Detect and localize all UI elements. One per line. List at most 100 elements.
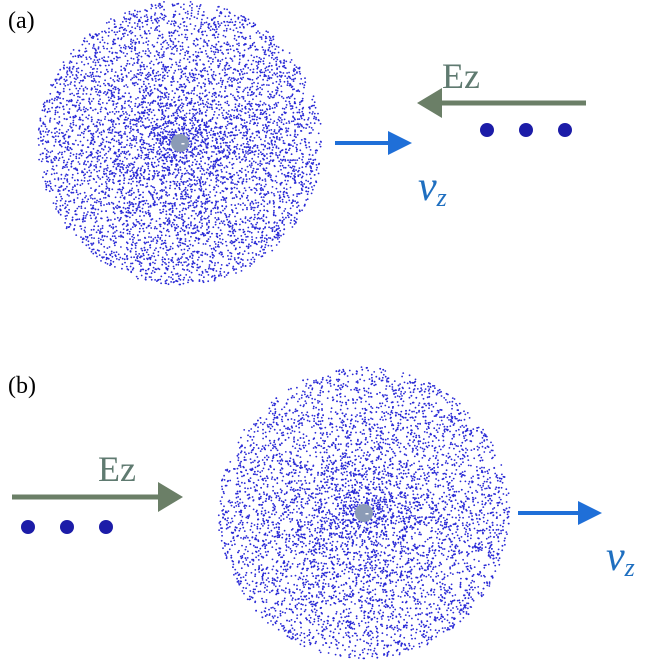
cloud-dot (280, 117, 282, 119)
cloud-dot (83, 106, 85, 108)
cloud-dot (232, 225, 234, 227)
cloud-dot (80, 109, 82, 111)
cloud-dot (275, 152, 277, 154)
cloud-dot (133, 175, 135, 177)
cloud-dot (251, 116, 253, 118)
cloud-dot (211, 108, 213, 110)
cloud-dot (189, 270, 191, 272)
cloud-dot (176, 48, 178, 50)
cloud-dot (105, 65, 107, 67)
cloud-dot (157, 236, 159, 238)
cloud-dot (263, 149, 265, 151)
cloud-dot (231, 255, 233, 257)
cloud-dot (205, 253, 207, 255)
cloud-dot (316, 164, 318, 166)
cloud-dot (85, 236, 87, 238)
cloud-dot (256, 125, 258, 127)
cloud-dot (199, 48, 201, 50)
cloud-dot (262, 144, 264, 146)
cloud-dot (247, 111, 249, 113)
cloud-dot (214, 133, 216, 135)
cloud-dot (178, 261, 180, 263)
cloud-dot (213, 186, 215, 188)
cloud-dot (190, 189, 192, 191)
cloud-dot (242, 209, 244, 211)
cloud-dot (215, 148, 217, 150)
cloud-dot (147, 48, 149, 50)
cloud-dot (159, 140, 161, 142)
cloud-dot (187, 52, 189, 54)
cloud-dot (289, 97, 291, 99)
cloud-dot (151, 128, 153, 130)
cloud-dot (74, 81, 76, 83)
cloud-dot (72, 217, 74, 219)
cloud-dot (166, 168, 168, 170)
cloud-dot (282, 149, 284, 151)
cloud-dot (93, 45, 95, 47)
cloud-dot (159, 31, 161, 33)
cloud-dot (286, 122, 288, 124)
cloud-dot (87, 236, 89, 238)
cloud-dot (212, 34, 214, 36)
cloud-dot (46, 173, 48, 175)
cloud-dot (54, 178, 56, 180)
cloud-dot (265, 104, 267, 106)
cloud-dot (213, 255, 215, 257)
cloud-dot (268, 245, 270, 247)
cloud-dot (289, 52, 291, 54)
cloud-dot (63, 162, 65, 164)
cloud-dot (263, 201, 265, 203)
cloud-dot (185, 238, 187, 240)
cloud-dot (137, 62, 139, 64)
cloud-dot (292, 145, 294, 147)
cloud-dot (73, 124, 75, 126)
cloud-dot (72, 122, 74, 124)
cloud-dot (194, 77, 196, 79)
cloud-dot (140, 157, 142, 159)
cloud-dot (117, 189, 119, 191)
cloud-dot (63, 65, 65, 67)
cloud-dot (229, 231, 231, 233)
cloud-dot (115, 123, 117, 125)
cloud-dot (200, 51, 202, 53)
cloud-dot (59, 157, 61, 159)
cloud-dot (184, 36, 186, 38)
cloud-dot (147, 203, 149, 205)
cloud-dot (188, 217, 190, 219)
cloud-dot (301, 192, 303, 194)
cloud-dot (211, 19, 213, 21)
cloud-dot (182, 48, 184, 50)
cloud-dot (121, 80, 123, 82)
cloud-dot (263, 228, 265, 230)
cloud-dot (216, 31, 218, 33)
cloud-dot (148, 236, 150, 238)
cloud-dot (139, 177, 141, 179)
cloud-dot (311, 186, 313, 188)
cloud-dot (65, 164, 67, 166)
cloud-dot (256, 65, 258, 67)
cloud-dot (77, 219, 79, 221)
cloud-dot (90, 66, 92, 68)
cloud-dot (269, 106, 271, 108)
cloud-dot (142, 124, 144, 126)
cloud-dot (147, 44, 149, 46)
cloud-dot (155, 75, 157, 77)
cloud-dot (146, 37, 148, 39)
cloud-dot (84, 197, 86, 199)
cloud-dot (51, 150, 53, 152)
cloud-dot (85, 73, 87, 75)
cloud-dot (83, 64, 85, 66)
cloud-dot (138, 42, 140, 44)
cloud-dot (161, 106, 163, 108)
cloud-dot (237, 31, 239, 33)
cloud-dot (58, 187, 60, 189)
cloud-dot (79, 134, 81, 136)
cloud-dot (182, 219, 184, 221)
cloud-dot (103, 204, 105, 206)
cloud-dot (229, 214, 231, 216)
cloud-dot (158, 164, 160, 166)
cloud-dot (215, 221, 217, 223)
cloud-dot (217, 51, 219, 53)
cloud-dot (215, 103, 217, 105)
cloud-dot (90, 94, 92, 96)
